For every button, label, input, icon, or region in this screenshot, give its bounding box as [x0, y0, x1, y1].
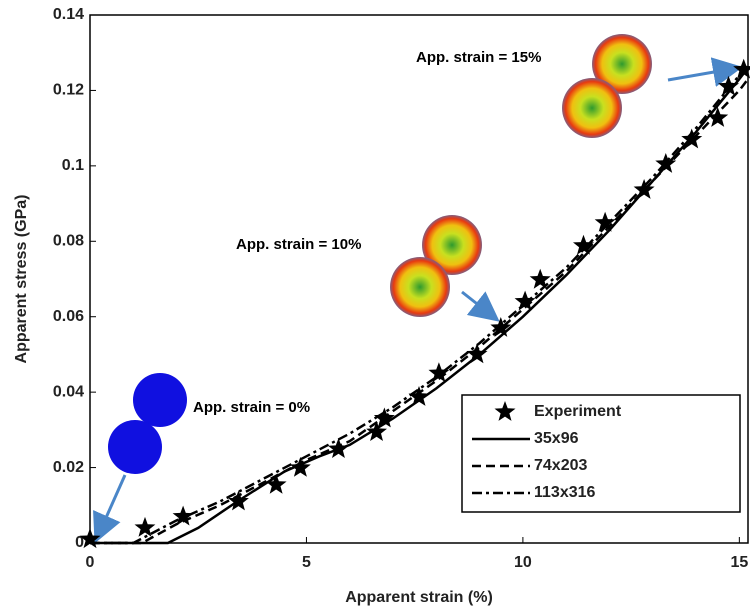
sample-image	[390, 257, 450, 317]
data-point	[428, 362, 450, 383]
data-point	[408, 386, 430, 406]
data-point	[514, 290, 536, 311]
y-tick-label: 0	[75, 534, 84, 551]
x-tick-label: 0	[86, 554, 95, 571]
data-point	[79, 528, 101, 549]
data-point	[707, 107, 729, 127]
x-tick-label: 5	[302, 554, 311, 571]
data-point	[594, 211, 616, 232]
arrow	[461, 290, 500, 322]
data-point	[134, 516, 156, 537]
y-tick-label: 0.1	[62, 157, 84, 174]
data-point	[733, 58, 750, 79]
y-axis-label: Apparent stress (GPa)	[13, 195, 30, 364]
annotation: App. strain = 15%	[416, 49, 541, 66]
y-tick-label: 0.14	[53, 6, 84, 23]
data-point	[172, 505, 194, 526]
y-tick-label: 0.06	[53, 308, 84, 325]
annotation: App. strain = 0%	[193, 399, 310, 416]
arrow	[667, 57, 743, 87]
x-tick-label: 10	[514, 554, 532, 571]
data-point	[573, 234, 594, 255]
y-tick-label: 0.02	[53, 459, 84, 476]
data-point	[289, 456, 311, 477]
x-tick-label: 15	[730, 554, 748, 571]
data-point	[366, 421, 387, 441]
y-tick-label: 0.04	[53, 383, 84, 400]
data-point	[466, 343, 488, 364]
annotation: App. strain = 10%	[236, 236, 361, 253]
data-point	[265, 473, 287, 494]
sample-image	[562, 78, 622, 138]
legend-label: 113x316	[534, 484, 596, 501]
legend-label: 35x96	[534, 430, 579, 447]
legend-label: Experiment	[534, 403, 622, 420]
data-point	[655, 153, 677, 173]
data-point	[529, 268, 551, 289]
sample-image	[592, 34, 652, 94]
series-line	[90, 74, 741, 545]
data-point	[490, 317, 512, 337]
sample-image	[133, 373, 187, 427]
x-axis-label: Apparent strain (%)	[345, 589, 493, 606]
data-point	[718, 75, 739, 96]
arrow	[93, 474, 127, 544]
legend-marker	[494, 401, 516, 421]
plot-frame	[89, 14, 749, 544]
y-tick-label: 0.08	[53, 233, 84, 250]
legend-label: 74x203	[534, 457, 587, 474]
series-line	[90, 78, 749, 545]
sample-image	[422, 215, 482, 275]
y-tick-label: 0.12	[53, 82, 84, 99]
sample-image	[108, 420, 162, 474]
